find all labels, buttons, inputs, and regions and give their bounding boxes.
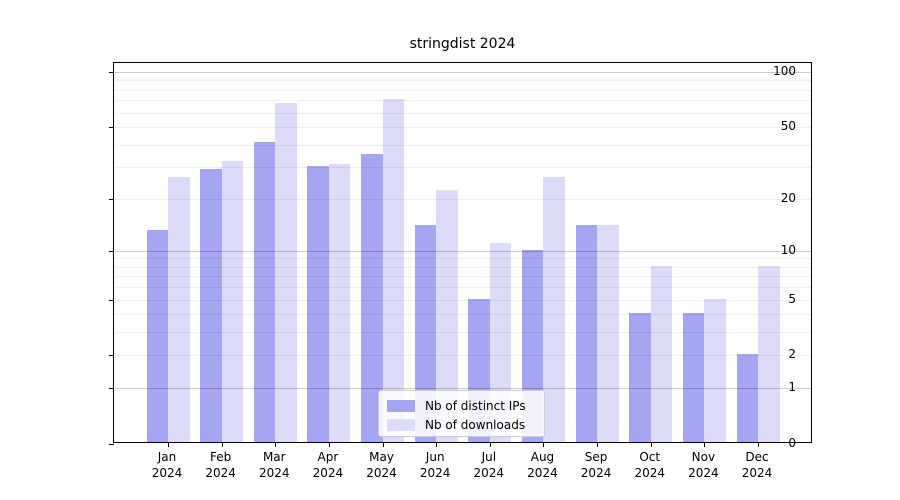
x-tick-dec	[758, 442, 759, 447]
x-tick-apr	[328, 442, 330, 447]
gridline-y-70	[114, 100, 811, 102]
gridline-y-80	[114, 89, 811, 91]
y-tick-5	[109, 299, 114, 301]
plot-area	[109, 62, 812, 447]
bar-downloads-dec	[758, 265, 780, 442]
gridline-y-2	[114, 355, 811, 357]
x-tick-label-jan: Jan 2024	[151, 450, 183, 480]
gridline-y-4	[114, 314, 811, 316]
gridline-y-9	[114, 258, 811, 260]
x-tick-label-aug: Aug 2024	[527, 450, 558, 480]
chart-title: stringdist 2024	[409, 36, 516, 52]
bar-distinct-ips-dec	[736, 354, 758, 442]
gridline-y-8	[114, 266, 811, 268]
y-tick-label-1: 1	[788, 380, 796, 395]
legend-item-distinct-ips: Nb of distinct IPs	[387, 396, 536, 415]
y-tick-label-10: 10	[780, 242, 796, 257]
x-tick-label-jun: Jun 2024	[419, 450, 451, 480]
gridline-y-5	[114, 299, 811, 301]
bar-distinct-ips-jun	[414, 224, 437, 442]
y-tick-label-5: 5	[788, 291, 796, 306]
bar-distinct-ips-nov	[682, 313, 705, 442]
gridline-y-30	[114, 167, 811, 169]
y-tick-label-20: 20	[780, 190, 796, 205]
gridline-y-50	[114, 127, 811, 129]
bar-downloads-aug	[543, 177, 565, 442]
x-tick-label-apr: Apr 2024	[312, 450, 344, 480]
bar-distinct-ips-feb	[200, 168, 222, 442]
x-tick-sep	[597, 442, 599, 447]
bar-distinct-ips-jan	[146, 230, 168, 442]
gridline-y-6	[114, 287, 811, 289]
x-tick-label-sep: Sep 2024	[580, 450, 612, 480]
bar-distinct-ips-apr	[307, 166, 329, 442]
bar-downloads-feb	[221, 161, 244, 442]
bar-downloads-jun	[436, 190, 458, 442]
gridline-y-90	[114, 80, 811, 82]
x-tick-label-nov: Nov 2024	[688, 450, 719, 480]
gridline-y-20	[114, 198, 811, 200]
x-tick-jan	[168, 442, 169, 447]
bar-distinct-ips-may	[361, 154, 383, 442]
x-tick-label-oct: Oct 2024	[634, 450, 665, 480]
x-tick-nov	[704, 442, 706, 447]
gridline-y-10	[114, 250, 811, 252]
y-tick-10	[109, 250, 114, 252]
bar-downloads-mar	[275, 102, 297, 442]
x-tick-aug	[543, 442, 545, 447]
legend-label-distinct-ips: Nb of distinct IPs	[425, 398, 526, 413]
bar-downloads-oct	[650, 265, 673, 442]
y-tick-label-100: 100	[773, 64, 796, 79]
y-tick-0	[109, 444, 114, 445]
x-tick-jun	[436, 442, 438, 447]
x-tick-may	[382, 442, 384, 447]
y-tick-50	[109, 127, 114, 129]
x-tick-label-mar: Mar 2024	[258, 450, 290, 480]
y-tick-label-50: 50	[780, 119, 796, 134]
y-tick-label-2: 2	[788, 347, 796, 362]
x-tick-mar	[275, 442, 277, 447]
gridline-y-7	[114, 276, 811, 278]
x-tick-jul	[489, 442, 491, 447]
y-tick-1	[109, 388, 114, 390]
bar-distinct-ips-sep	[575, 224, 598, 442]
legend: Nb of distinct IPs Nb of downloads	[378, 390, 545, 437]
x-tick-feb	[221, 442, 223, 447]
y-tick-label-0: 0	[788, 436, 796, 450]
x-tick-label-jul: Jul 2024	[473, 450, 505, 480]
gridline-y-1	[114, 388, 811, 390]
bar-distinct-ips-oct	[629, 313, 651, 442]
legend-swatch-downloads	[387, 418, 415, 431]
legend-swatch-distinct-ips	[387, 399, 415, 412]
bar-downloads-jan	[168, 177, 190, 442]
y-tick-100	[109, 72, 114, 74]
x-tick-oct	[650, 442, 652, 447]
x-tick-label-may: May 2024	[366, 450, 397, 480]
x-tick-label-feb: Feb 2024	[205, 450, 236, 480]
bar-downloads-nov	[704, 298, 726, 442]
bar-distinct-ips-mar	[253, 141, 276, 442]
gridline-y-60	[114, 112, 811, 114]
legend-label-downloads: Nb of downloads	[425, 417, 526, 432]
bar-downloads-sep	[597, 224, 619, 442]
gridline-y-3	[114, 332, 811, 334]
y-tick-20	[109, 198, 114, 200]
x-tick-label-dec: Dec 2024	[741, 450, 773, 480]
bar-downloads-may	[382, 99, 405, 442]
gridline-y-40	[114, 144, 811, 146]
bar-downloads-apr	[328, 163, 351, 442]
gridline-y-100	[114, 72, 811, 74]
y-tick-2	[109, 355, 114, 357]
legend-item-downloads: Nb of downloads	[387, 415, 536, 434]
